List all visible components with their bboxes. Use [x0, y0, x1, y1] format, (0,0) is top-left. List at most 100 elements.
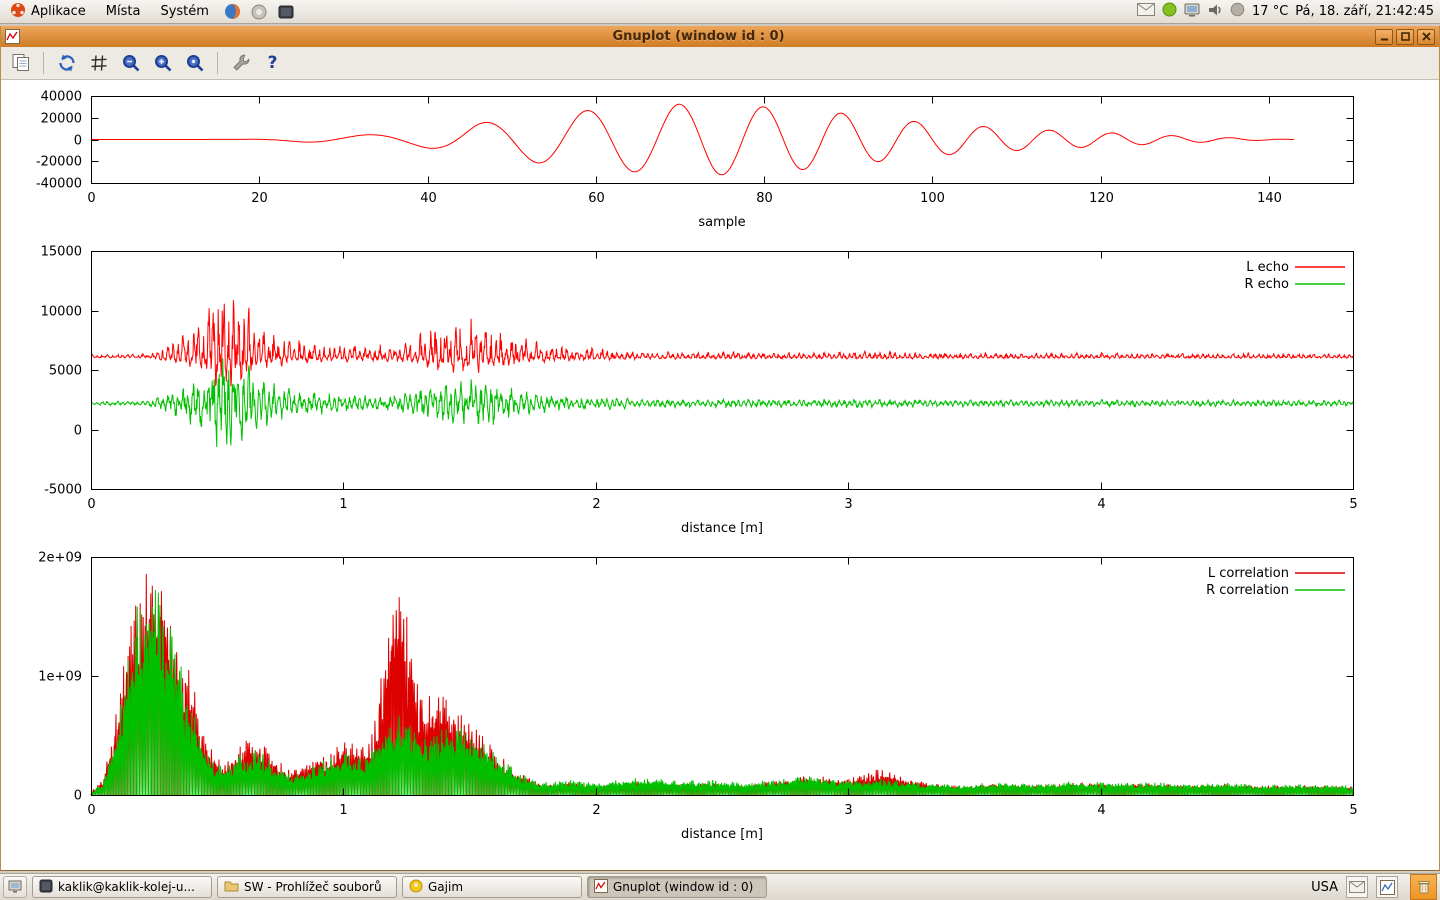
svg-text:0: 0	[74, 134, 82, 149]
svg-text:R correlation: R correlation	[1206, 583, 1289, 598]
menu-system-label: Systém	[160, 4, 209, 19]
svg-text:2e+09: 2e+09	[38, 551, 82, 566]
close-button[interactable]	[1417, 28, 1435, 45]
task-button-gnuplot[interactable]: Gnuplot (window id : 0)	[587, 876, 767, 898]
gnuplot-icon	[594, 878, 608, 896]
svg-text:80: 80	[756, 191, 773, 206]
svg-text:5000: 5000	[49, 364, 82, 379]
task-button-label: kaklik@kaklik-kolej-u...	[58, 880, 195, 894]
svg-text:L correlation: L correlation	[1208, 566, 1289, 581]
file-manager-icon	[224, 879, 239, 895]
svg-text:distance [m]: distance [m]	[681, 827, 763, 842]
svg-text:0: 0	[87, 191, 95, 206]
plot-canvas[interactable]: 0 20 40 60 80 100 120 140-40000-200000200004000…	[1, 80, 1439, 870]
minimize-button[interactable]	[1375, 28, 1393, 45]
panel-menus: Aplikace Místa Systém	[0, 0, 300, 23]
display-icon[interactable]	[1184, 2, 1200, 22]
menu-applications[interactable]: Aplikace	[0, 0, 96, 23]
svg-text:10000: 10000	[41, 305, 82, 320]
toolbar-separator	[217, 52, 218, 74]
svg-text:1e+09: 1e+09	[38, 670, 82, 685]
copy-to-clipboard-icon[interactable]	[7, 50, 34, 77]
svg-text:0: 0	[87, 497, 95, 512]
clock[interactable]: Pá, 18. září, 21:42:45	[1295, 4, 1434, 19]
task-button-terminal[interactable]: kaklik@kaklik-kolej-u...	[32, 876, 212, 898]
svg-text:20000: 20000	[41, 112, 82, 127]
task-button-file-manager[interactable]: SW - Prohlížeč souborů	[217, 876, 397, 898]
chart-tray-icon[interactable]	[1376, 876, 1398, 898]
configure-icon[interactable]	[227, 50, 254, 77]
task-button-label: Gajim	[428, 880, 464, 894]
trash-icon[interactable]	[1410, 874, 1437, 900]
svg-text:R echo: R echo	[1244, 277, 1289, 292]
gnuplot-window-icon	[5, 29, 22, 44]
svg-text:120: 120	[1089, 191, 1114, 206]
volume-icon[interactable]	[1207, 2, 1223, 22]
keyboard-layout-indicator[interactable]: USA	[1311, 879, 1338, 895]
replot-icon[interactable]	[53, 50, 80, 77]
window-title: Gnuplot (window id : 0)	[612, 29, 785, 44]
menu-system[interactable]: Systém	[150, 0, 218, 23]
mail-icon[interactable]	[1137, 3, 1156, 20]
svg-text:-40000: -40000	[36, 177, 82, 192]
software-icon[interactable]	[246, 0, 273, 23]
svg-text:15000: 15000	[41, 245, 82, 260]
firefox-icon[interactable]	[219, 0, 246, 23]
titlebar[interactable]: Gnuplot (window id : 0)	[1, 26, 1439, 47]
terminal-icon	[39, 879, 53, 896]
svg-text:40: 40	[420, 191, 437, 206]
taskbar-tray: USA	[1311, 874, 1437, 900]
svg-text:L echo: L echo	[1246, 260, 1289, 275]
svg-text:140: 140	[1257, 191, 1282, 206]
mail-tray-icon[interactable]	[1346, 876, 1368, 898]
maximize-button[interactable]	[1396, 28, 1414, 45]
svg-text:2: 2	[592, 803, 600, 818]
weather-icon[interactable]	[1230, 2, 1245, 21]
taskbar: kaklik@kaklik-kolej-u... SW - Prohlížeč …	[0, 873, 1440, 900]
svg-text:5: 5	[1349, 497, 1357, 512]
svg-text:3: 3	[844, 497, 852, 512]
svg-text:distance [m]: distance [m]	[681, 521, 763, 536]
top-panel: Aplikace Místa Systém	[0, 0, 1440, 24]
svg-text:-20000: -20000	[36, 155, 82, 170]
svg-text:1: 1	[339, 497, 347, 512]
svg-text:0: 0	[74, 789, 82, 804]
svg-text:0: 0	[87, 803, 95, 818]
grid-icon[interactable]	[85, 50, 112, 77]
svg-text:20: 20	[251, 191, 268, 206]
svg-text:-5000: -5000	[44, 483, 82, 498]
svg-text:2: 2	[592, 497, 600, 512]
zoom-previous-icon[interactable]	[117, 50, 144, 77]
gajim-icon	[409, 879, 423, 896]
panel-tray: 17 °C Pá, 18. září, 21:42:45	[1137, 0, 1440, 23]
autoscale-icon[interactable]	[181, 50, 208, 77]
svg-text:1: 1	[339, 803, 347, 818]
updates-icon[interactable]	[1162, 2, 1177, 21]
svg-text:0: 0	[74, 424, 82, 439]
menu-applications-label: Aplikace	[31, 4, 86, 19]
svg-text:3: 3	[844, 803, 852, 818]
toolbar: ?	[1, 47, 1439, 80]
task-button-label: Gnuplot (window id : 0)	[613, 880, 754, 894]
task-button-gajim[interactable]: Gajim	[402, 876, 582, 898]
svg-text:4: 4	[1097, 497, 1105, 512]
svg-text:5: 5	[1349, 803, 1357, 818]
svg-text:100: 100	[920, 191, 945, 206]
svg-text:40000: 40000	[41, 90, 82, 105]
help-icon[interactable]: ?	[267, 52, 278, 73]
svg-text:60: 60	[588, 191, 605, 206]
svg-text:4: 4	[1097, 803, 1105, 818]
zoom-next-icon[interactable]	[149, 50, 176, 77]
svg-text:sample: sample	[698, 215, 745, 230]
toolbar-separator	[43, 52, 44, 74]
terminal-icon[interactable]	[273, 0, 300, 23]
menu-places[interactable]: Místa	[96, 0, 151, 23]
temperature-label: 17 °C	[1252, 4, 1289, 19]
window-controls	[1375, 28, 1435, 45]
ubuntu-logo-icon	[10, 2, 26, 22]
gnuplot-window: Gnuplot (window id : 0)	[0, 26, 1440, 871]
menu-places-label: Místa	[105, 4, 141, 19]
plot-area: 0 20 40 60 80 100 120 140 -40000 -20000 0 20000 4000…	[1, 80, 1439, 870]
task-button-label: SW - Prohlížeč souborů	[244, 880, 382, 894]
show-desktop-button[interactable]	[3, 876, 27, 898]
